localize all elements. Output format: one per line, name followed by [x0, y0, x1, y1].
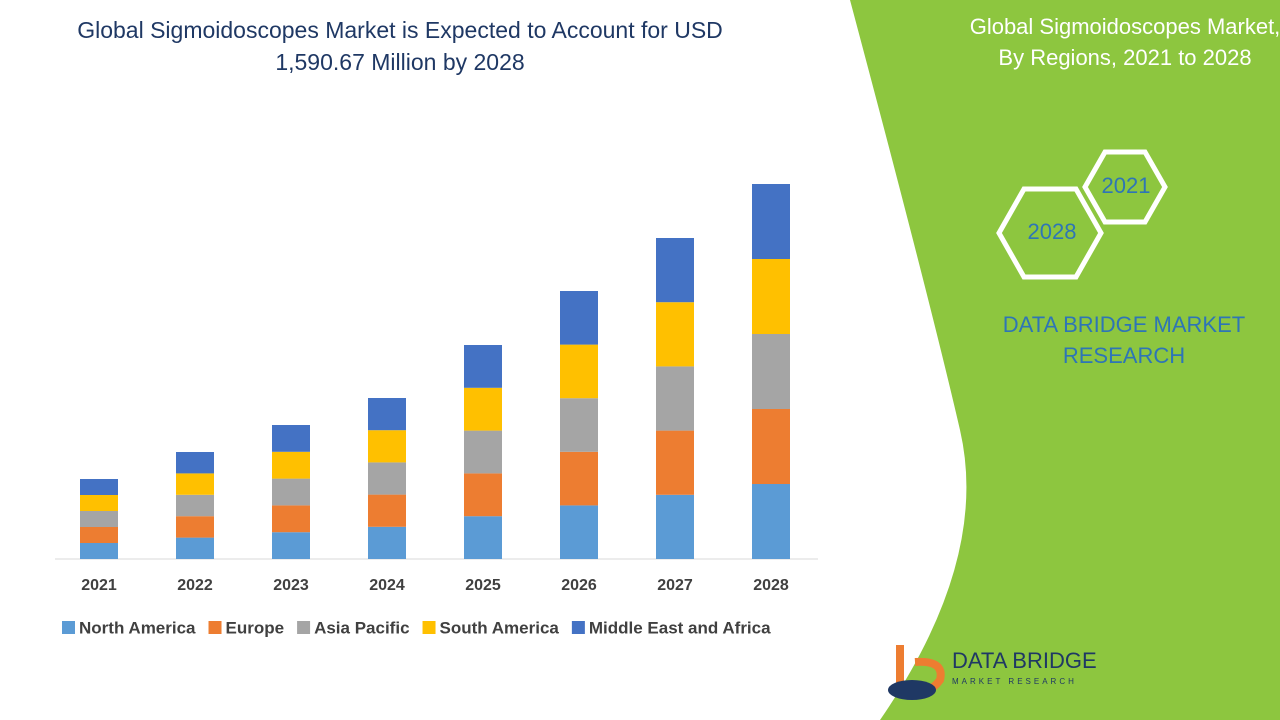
x-tick-label: 2026: [561, 577, 597, 594]
bar-segment: [176, 537, 214, 559]
bar-segment: [560, 451, 598, 506]
bar-segment: [464, 387, 502, 431]
legend-label: Middle East and Africa: [589, 618, 771, 637]
bar-segment: [464, 430, 502, 474]
bar-segment: [80, 479, 118, 495]
bar-segment: [368, 494, 406, 527]
logo-name: DATA BRIDGE: [952, 648, 1097, 673]
bar-segment: [368, 526, 406, 559]
bar-segment: [80, 511, 118, 527]
legend-swatch: [571, 621, 585, 634]
bar-segment: [752, 184, 790, 259]
bar-segment: [272, 478, 310, 506]
bar-segment: [368, 430, 406, 463]
bar-segment: [464, 516, 502, 559]
bar-segment: [368, 462, 406, 495]
bar-segment: [80, 527, 118, 543]
brand-text: RESEARCH: [1063, 343, 1185, 368]
legend-swatch: [62, 621, 75, 634]
bar-segment: [560, 505, 598, 559]
bar-segment: [272, 532, 310, 559]
legend-label: North America: [79, 618, 196, 637]
x-tick-label: 2025: [465, 577, 501, 594]
x-tick-label: 2024: [369, 577, 405, 594]
bar-segment: [656, 302, 694, 367]
bar-segment: [176, 494, 214, 517]
panel-title: Global Sigmoidoscopes Market,: [970, 14, 1280, 39]
bar-segment: [80, 495, 118, 511]
bar-segment: [176, 452, 214, 474]
bar-segment: [656, 238, 694, 303]
legend-label: Europe: [226, 618, 285, 637]
x-tick-label: 2021: [81, 577, 117, 594]
legend-label: South America: [440, 618, 560, 637]
bar-segment: [560, 398, 598, 452]
legend-swatch: [297, 621, 311, 634]
bar-segment: [272, 451, 310, 479]
legend-label: Asia Pacific: [314, 618, 409, 637]
hexagon: [1082, 149, 1168, 225]
bar-segment: [656, 430, 694, 495]
logo-tagline: MARKET RESEARCH: [952, 677, 1077, 686]
x-tick-label: 2023: [273, 577, 309, 594]
brand-text: DATA BRIDGE MARKET: [1003, 312, 1245, 337]
bar-segment: [560, 344, 598, 399]
hexagon: [996, 186, 1104, 280]
bar-segment: [752, 409, 790, 484]
bar-segment: [752, 484, 790, 559]
x-tick-label: 2028: [753, 577, 789, 594]
bar-segment: [272, 425, 310, 452]
bar-segment: [752, 334, 790, 409]
logo-mark: [888, 680, 936, 700]
x-tick-label: 2022: [177, 577, 213, 594]
side-panel: [850, 0, 1280, 720]
bar-segment: [176, 473, 214, 495]
bar-segment: [656, 366, 694, 431]
logo: DATA BRIDGE MARKET RESEARCH: [888, 645, 1097, 700]
bar-segment: [560, 291, 598, 345]
hex-label: 2021: [1102, 173, 1151, 198]
bar-segment: [80, 543, 118, 559]
bar-segment: [464, 345, 502, 388]
bar-segment: [368, 398, 406, 431]
chart-title: Global Sigmoidoscopes Market is Expected…: [77, 17, 723, 75]
bar-segment: [752, 259, 790, 334]
bar-segment: [272, 505, 310, 533]
bar-segment: [656, 494, 694, 559]
legend-swatch: [208, 621, 222, 634]
legend-swatch: [422, 621, 436, 634]
x-tick-label: 2027: [657, 577, 693, 594]
bar-segment: [464, 473, 502, 517]
panel-title: By Regions, 2021 to 2028: [998, 45, 1251, 70]
bar-segment: [176, 516, 214, 538]
hex-label: 2028: [1028, 219, 1077, 244]
